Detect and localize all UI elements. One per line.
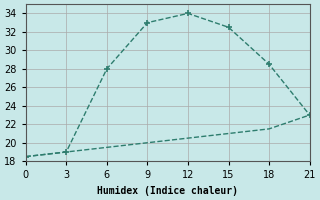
X-axis label: Humidex (Indice chaleur): Humidex (Indice chaleur) — [97, 186, 238, 196]
